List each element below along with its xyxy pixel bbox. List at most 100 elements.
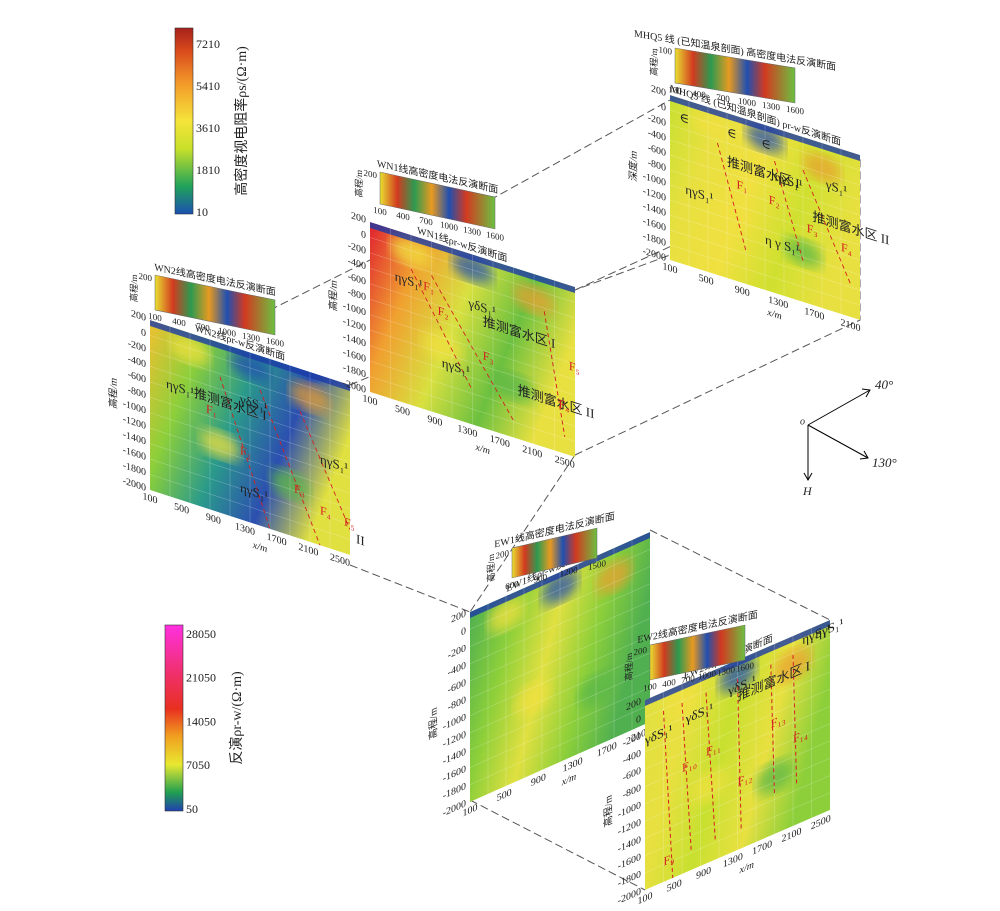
fault-line (219, 376, 271, 530)
y-axis-label: 高程/m (427, 705, 439, 741)
grid-line (670, 229, 860, 291)
title-panel-x-tick: 1500 (588, 558, 606, 572)
title-panel-y-tick: 200 (139, 271, 153, 284)
grid-line (670, 244, 860, 306)
anomaly (691, 768, 729, 804)
y-tick-label: -1600 (443, 764, 466, 785)
title-panel-y-label: 高程/m (353, 168, 364, 198)
fault-label: F₃ (294, 481, 305, 498)
grid-line (150, 350, 350, 417)
fault-label: F₃ (483, 348, 494, 365)
y-tick-label: -400 (648, 127, 666, 144)
anomaly (578, 671, 614, 707)
y-tick-label: -800 (128, 385, 146, 402)
colorbar-tick-label: 14050 (186, 714, 216, 728)
title-panel-fill (511, 527, 598, 579)
grid-line (370, 283, 575, 350)
anomaly (784, 238, 822, 267)
y-axis-label: 高程/m (107, 376, 120, 411)
annotation: ∈ (680, 109, 690, 127)
y-tick-label: -200 (128, 338, 146, 355)
title-panel-x-tick: 900 (534, 572, 548, 585)
grid-line (470, 635, 650, 716)
grid-line (370, 268, 575, 334)
anomaly (513, 284, 555, 315)
y-tick-label: -800 (348, 287, 366, 304)
y-tick-label: -1000 (443, 712, 466, 733)
title-panel-y-label: 高程/m (623, 652, 634, 682)
title-panel-x-tick: 700 (419, 215, 433, 228)
grid-line (470, 652, 650, 734)
y-axis-label: 深度/m (627, 148, 640, 183)
fault-label: F₅ (344, 514, 355, 531)
anomaly (488, 597, 524, 633)
grid-line (670, 124, 860, 186)
grid-line (150, 335, 350, 401)
compass (803, 388, 871, 482)
fault-label: F₁ (737, 177, 748, 194)
y-tick-label: -600 (348, 271, 366, 288)
section-body (645, 619, 830, 890)
x-tick-label: 2100 (841, 317, 861, 334)
fault-line (737, 678, 742, 830)
grid-line (150, 412, 350, 478)
grid-line (670, 109, 860, 171)
fault-label: F₄ (559, 396, 570, 413)
x-axis-label: x/m (475, 442, 490, 458)
fault-label: F₁ (423, 279, 434, 296)
fault-line (681, 702, 692, 852)
grid-line (470, 583, 650, 665)
y-tick-label: 200 (131, 308, 146, 324)
fault-label: F₁₃ (771, 711, 786, 731)
y-tick-label: 200 (651, 83, 666, 98)
grid-line (470, 618, 650, 699)
colorbar-tick-label: 5410 (196, 79, 220, 93)
grid-line (150, 381, 350, 448)
title-panel-fill (154, 274, 276, 336)
surface-band (645, 619, 830, 706)
grid-line (150, 443, 350, 509)
y-tick-label: -800 (648, 157, 666, 174)
fault-label: F₂ (240, 443, 251, 460)
fault-label: F₉ (664, 851, 675, 869)
grid-line (370, 252, 575, 319)
annotation: II (356, 531, 365, 548)
title-panel-x-tick: 100 (148, 311, 162, 324)
fault-line (410, 268, 473, 391)
y-tick-label: -1200 (343, 316, 366, 334)
annotation: ∈ (727, 124, 737, 142)
grid-line (670, 199, 860, 261)
compass-label: 130° (872, 455, 897, 470)
title-panel-x-tick: 400 (396, 210, 410, 223)
fault-label: F₁₂ (738, 769, 753, 789)
grid-line (370, 360, 575, 427)
y-axis-label: 高程/m (602, 793, 614, 829)
y-tick-label: -1400 (618, 835, 641, 856)
grid-line (370, 329, 575, 396)
y-tick-label: -200 (348, 240, 366, 257)
anomaly (493, 371, 534, 402)
anomaly (390, 236, 432, 268)
anomaly (717, 200, 756, 230)
y-tick-label: -1600 (123, 445, 146, 463)
title-panel-y-tick: -100 (656, 44, 673, 57)
annotation: γS₁¹ (825, 176, 847, 198)
y-tick-label: 0 (661, 102, 666, 114)
anomaly (290, 382, 330, 413)
title-panel-x-tick: 600 (505, 578, 519, 591)
y-tick-label: -1800 (443, 781, 466, 802)
x-tick-label: 1700 (267, 531, 287, 548)
colorbar-tick-label: 21050 (186, 671, 216, 685)
title-panel-fill (379, 171, 496, 230)
colorbar-tick-label: 7050 (186, 758, 210, 772)
x-tick-label: 100 (363, 393, 378, 408)
grid-line (370, 299, 575, 365)
fault-label: F₅ (569, 359, 580, 376)
grid-line (370, 376, 575, 442)
fault-label: F₁₄ (793, 726, 808, 746)
grid-line (670, 169, 860, 231)
y-tick-label: -1800 (618, 869, 641, 890)
y-tick-label: -1000 (123, 398, 146, 416)
grid-line (645, 757, 830, 839)
